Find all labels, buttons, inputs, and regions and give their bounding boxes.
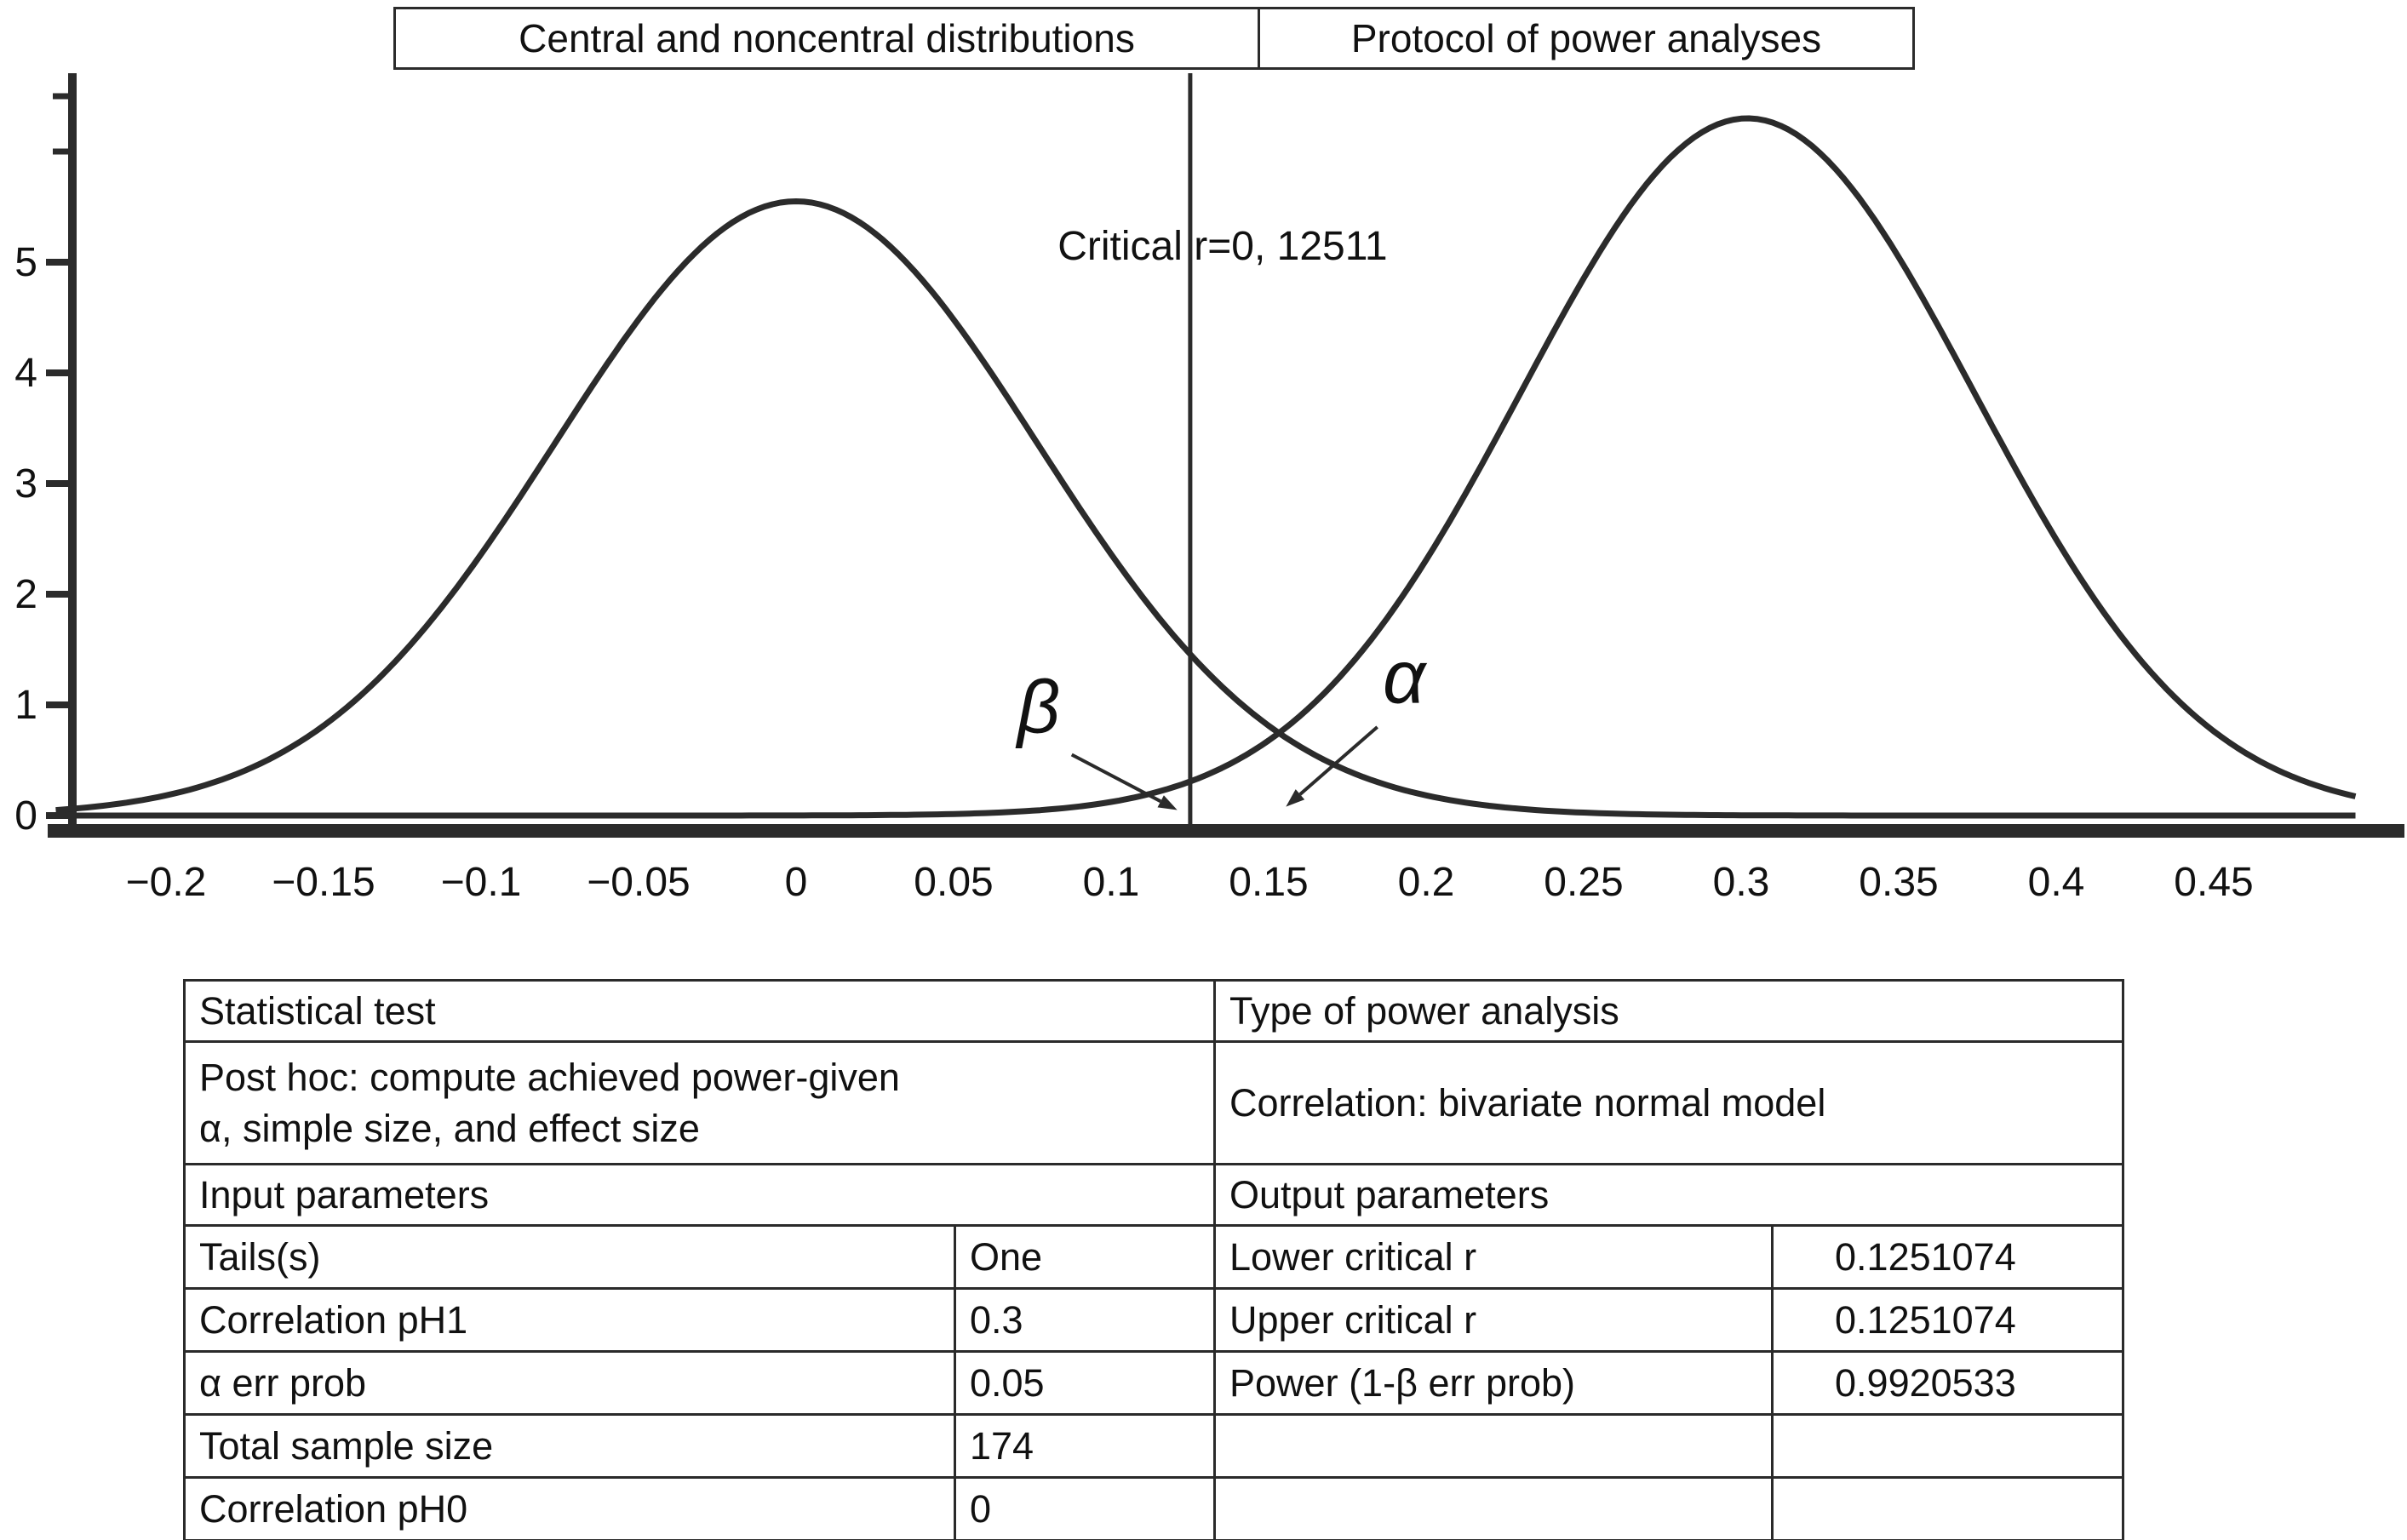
table-row: Post hoc: compute achieved power-given α… [182, 1040, 2125, 1165]
input-label-total-sample-size: Total sample size [183, 1413, 956, 1479]
y-tick-label: 4 [14, 351, 37, 396]
annotation-arrowhead [1286, 789, 1305, 807]
input-value-total-sample-size: 174 [953, 1413, 1217, 1479]
x-tick-label: 0.05 [914, 860, 993, 905]
output-label-lower-critical-r: Lower critical r [1213, 1224, 1774, 1290]
alpha-label: α [1383, 634, 1428, 718]
x-tick-label: 0.35 [1859, 860, 1938, 905]
annotation-pointer [1070, 753, 1162, 804]
type-of-power-analysis-header: Type of power analysis [1213, 979, 2125, 1043]
x-tick-label: −0.2 [126, 860, 207, 905]
output-label-power: Power (1-β err prob) [1213, 1350, 1774, 1416]
x-tick-label: 0.3 [1713, 860, 1770, 905]
y-tick-label: 1 [14, 683, 37, 728]
input-value-tails: One [953, 1224, 1217, 1290]
table-row: Total sample size 174 [183, 1413, 2125, 1479]
output-label-empty-2 [1213, 1476, 1774, 1540]
tab-central-noncentral-distributions[interactable]: Central and noncentral distributions [393, 7, 1260, 70]
x-tick-label: −0.1 [441, 860, 522, 905]
x-tick-label: 0 [785, 860, 808, 905]
x-tick-label: 0.1 [1083, 860, 1140, 905]
input-value-correlation-ph1: 0.3 [953, 1287, 1217, 1353]
x-tick-label: 0.25 [1544, 860, 1623, 905]
power-analysis-table: Statistical test Type of power analysis … [182, 979, 2125, 1540]
x-tick-label: −0.05 [587, 860, 690, 905]
output-label-upper-critical-r: Upper critical r [1213, 1287, 1774, 1353]
annotation-pointer [1298, 725, 1378, 796]
statistical-test-header: Statistical test [182, 979, 1217, 1043]
table-row: α err prob 0.05 Power (1-β err prob) 0.9… [183, 1350, 2125, 1416]
x-tick-label: 0.15 [1229, 860, 1308, 905]
statistical-test-value: Post hoc: compute achieved power-given α… [182, 1040, 1217, 1165]
y-tick-label: 3 [14, 461, 37, 507]
table-row: Correlation pH0 0 [183, 1476, 2125, 1540]
output-value-empty-1 [1771, 1413, 2125, 1479]
y-tick-label: 0 [14, 793, 37, 839]
output-parameters-header: Output parameters [1213, 1163, 2125, 1227]
beta-label: β [1015, 665, 1060, 749]
table-row: Tails(s) One Lower critical r 0.1251074 [183, 1224, 2125, 1290]
input-label-correlation-ph1: Correlation pH1 [183, 1287, 956, 1353]
input-value-alpha-err-prob: 0.05 [953, 1350, 1217, 1416]
x-tick-label: −0.15 [272, 860, 375, 905]
input-parameters-header: Input parameters [182, 1163, 1217, 1227]
y-tick-label: 5 [14, 240, 37, 285]
table-row: Input parameters Output parameters [182, 1163, 2125, 1227]
input-label-tails: Tails(s) [183, 1224, 956, 1290]
y-tick-label: 2 [14, 572, 37, 617]
output-value-empty-2 [1771, 1476, 2125, 1540]
x-tick-label: 0.4 [2028, 860, 2085, 905]
input-value-correlation-ph0: 0 [953, 1476, 1217, 1540]
input-label-correlation-ph0: Correlation pH0 [183, 1476, 956, 1540]
power-analysis-type-value: Correlation: bivariate normal model [1213, 1040, 2125, 1165]
table-row: Statistical test Type of power analysis [182, 979, 2125, 1043]
distributions-plot: 0 1 2 3 4 5 −0.2 −0.15 −0.1 −0.05 0 0.05 0.1 0.15 0.2 0… [14, 73, 2404, 905]
output-value-upper-critical-r: 0.1251074 [1771, 1287, 2125, 1353]
output-value-power: 0.9920533 [1771, 1350, 2125, 1416]
central-distribution-h0-curve [55, 198, 2356, 819]
noncentral-distribution-h1-curve [55, 115, 2357, 819]
x-tick-label: 0.2 [1398, 860, 1455, 905]
x-tick-label: 0.45 [2174, 860, 2253, 905]
output-value-lower-critical-r: 0.1251074 [1771, 1224, 2125, 1290]
input-label-alpha-err-prob: α err prob [183, 1350, 956, 1416]
table-row: Correlation pH1 0.3 Upper critical r 0.1… [183, 1287, 2125, 1353]
tab-bar: Central and noncentral distributions Pro… [393, 7, 1915, 70]
tab-protocol-of-power-analyses[interactable]: Protocol of power analyses [1258, 7, 1915, 70]
critical-value-label: Critical r=0, 12511 [1057, 224, 1387, 269]
annotation-arrowhead [1157, 795, 1178, 810]
output-label-empty-1 [1213, 1413, 1774, 1479]
